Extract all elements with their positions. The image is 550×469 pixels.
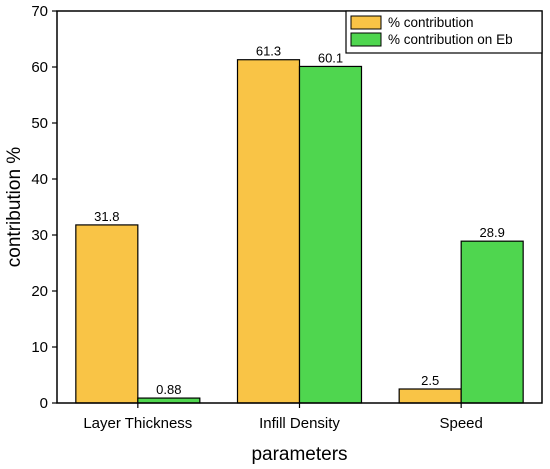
data-labels-layer: 31.8 0.88 61.3 60.1 2.5 28.9 <box>94 44 505 397</box>
y-tick-label: 70 <box>31 3 48 20</box>
x-axis-title: parameters <box>251 444 347 465</box>
legend: % contribution % contribution on Eb <box>345 10 543 54</box>
bar <box>398 388 462 404</box>
y-axis: 0 10 20 30 40 50 60 70 <box>31 3 57 412</box>
x-tick-label: Infill Density <box>259 415 340 432</box>
y-axis-title: contribution % <box>4 147 25 268</box>
data-label: 31.8 <box>94 209 119 224</box>
y-tick-label: 0 <box>40 395 48 412</box>
y-tick-label: 60 <box>31 59 48 76</box>
legend-label: % contribution on Eb <box>388 32 513 47</box>
data-label: 0.88 <box>156 382 181 397</box>
y-tick-label: 40 <box>31 171 48 188</box>
legend-label: % contribution <box>388 15 474 30</box>
bars-layer <box>75 59 524 404</box>
x-axis: Layer Thickness Infill Density Speed <box>83 403 483 432</box>
data-label: 61.3 <box>256 44 281 59</box>
x-tick-label: Layer Thickness <box>83 415 192 432</box>
bar <box>236 59 301 404</box>
data-label: 28.9 <box>480 225 505 240</box>
legend-swatch <box>350 15 382 30</box>
bar <box>460 240 524 404</box>
bar <box>298 65 363 404</box>
y-tick-label: 50 <box>31 115 48 132</box>
x-tick-label: Speed <box>439 415 482 432</box>
legend-swatch <box>350 32 382 47</box>
y-tick-label: 10 <box>31 339 48 356</box>
y-tick-label: 20 <box>31 283 48 300</box>
y-tick-label: 30 <box>31 227 48 244</box>
data-label: 2.5 <box>421 373 439 388</box>
data-label: 60.1 <box>318 50 343 65</box>
bar <box>75 224 139 404</box>
